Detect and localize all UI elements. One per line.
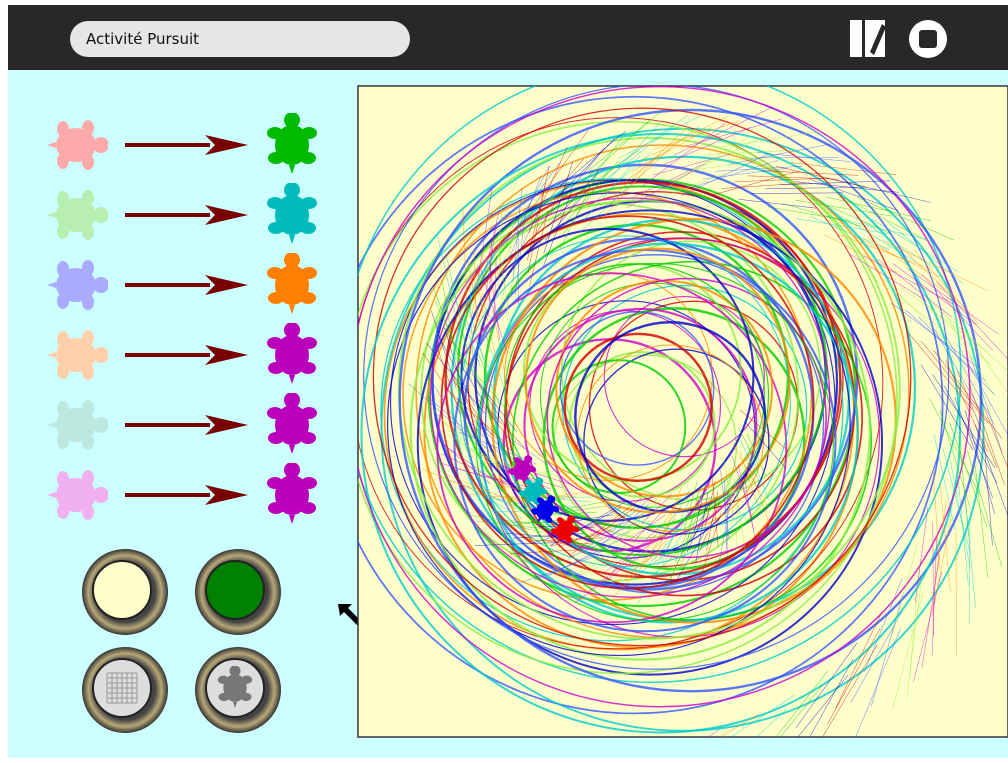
stop-icon[interactable] [909, 20, 947, 58]
journal-icon[interactable] [850, 20, 886, 57]
screen: Activité Pursuit [0, 0, 1008, 763]
toolbar-button[interactable] [82, 549, 168, 635]
toolbar-button[interactable] [82, 647, 168, 733]
toolbar-button[interactable] [195, 647, 281, 733]
stop-square [919, 30, 937, 48]
button-face [206, 561, 264, 619]
button-face [93, 561, 151, 619]
activity-title: Activité Pursuit [86, 30, 199, 48]
toolbar-button[interactable] [195, 549, 281, 635]
page: Activité Pursuit (() => { const data = J… [0, 0, 1008, 763]
journal-spine [850, 20, 862, 57]
